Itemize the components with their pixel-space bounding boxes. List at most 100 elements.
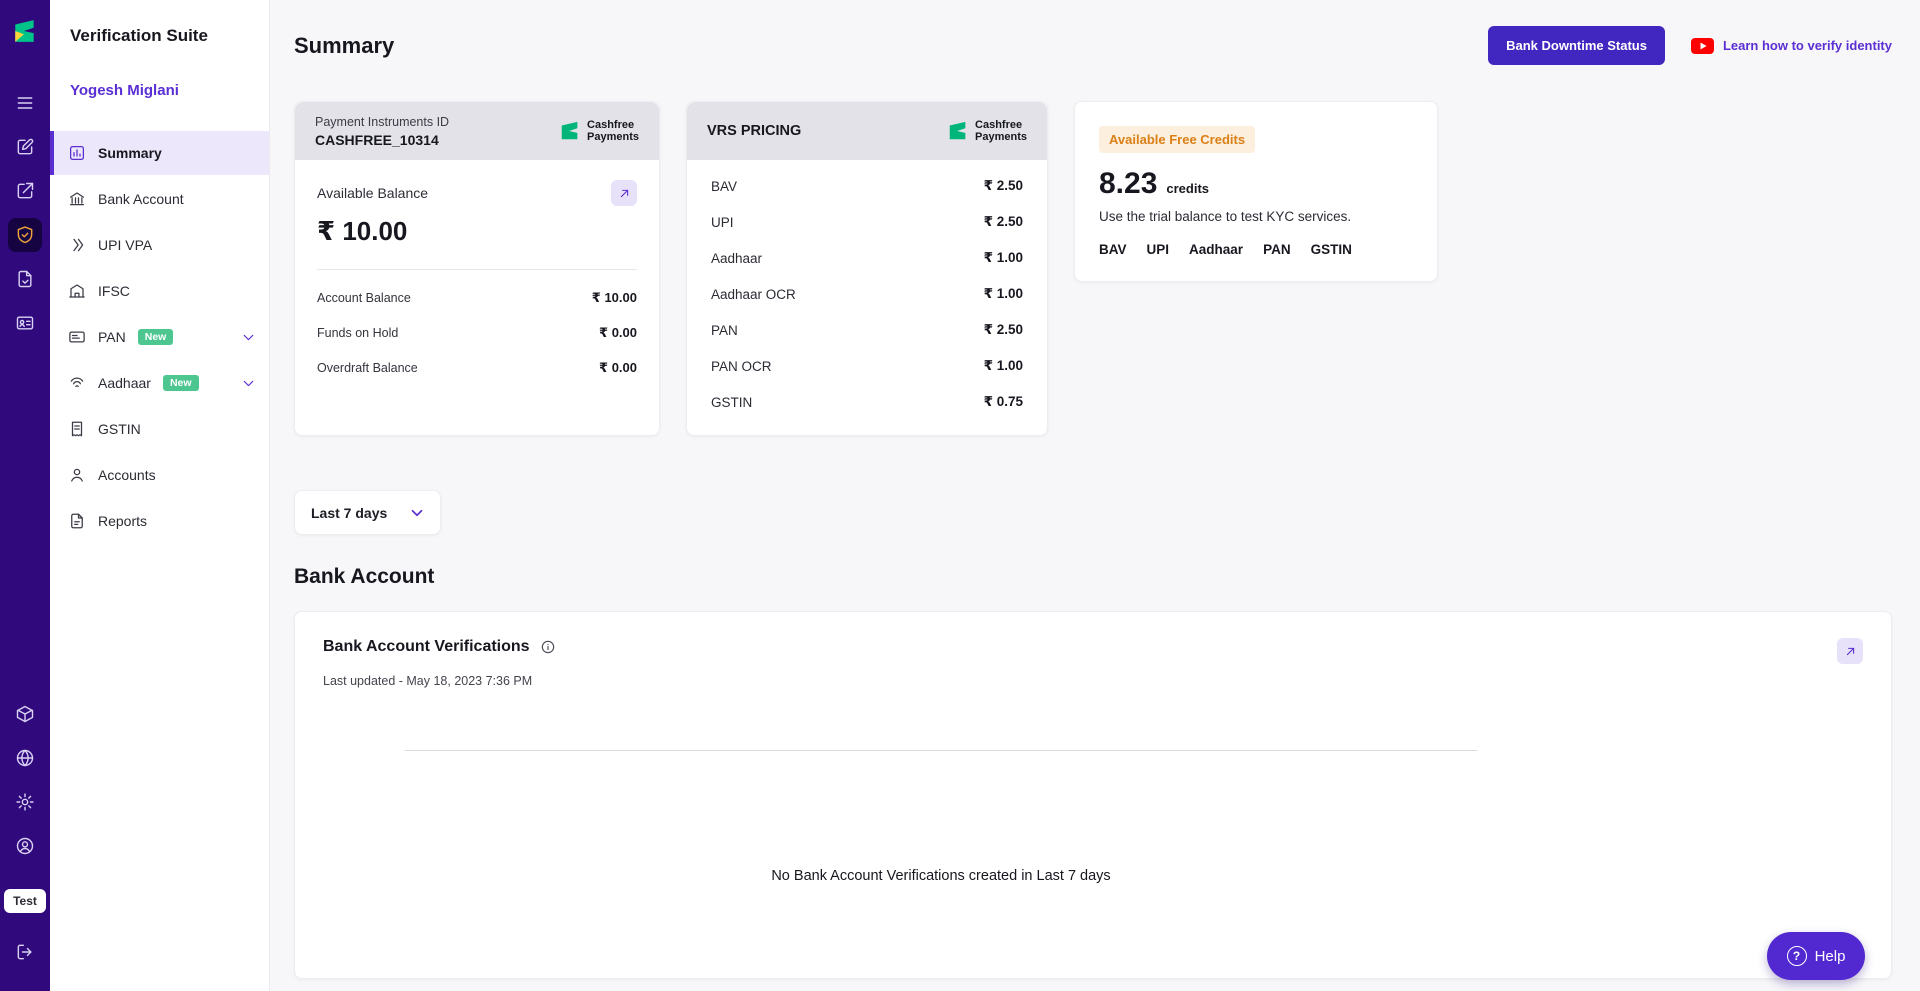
pricing-row-value: ₹ 2.50 [983, 322, 1023, 337]
sidebar-nav: Summary Bank Account UPI VPA IFSC PAN Ne… [50, 131, 269, 543]
cashfree-logo-icon[interactable] [12, 18, 38, 44]
account-profile-icon[interactable] [8, 829, 42, 863]
pricing-row-value: ₹ 2.50 [983, 214, 1023, 229]
payouts-icon[interactable] [8, 174, 42, 208]
menu-icon[interactable] [8, 86, 42, 120]
credit-service: PAN [1263, 242, 1291, 257]
pricing-row: BAV ₹ 2.50 [711, 178, 1023, 194]
date-range-value: Last 7 days [311, 504, 388, 521]
compose-icon[interactable] [8, 130, 42, 164]
summary-cards: Payment Instruments ID CASHFREE_10314 Ca… [294, 101, 1892, 436]
summary-chart-icon [69, 145, 85, 161]
empty-state-message: No Bank Account Verifications created in… [771, 868, 1111, 884]
sidebar-item-label: Summary [98, 145, 162, 161]
pricing-row-label: GSTIN [711, 394, 753, 410]
verification-suite-icon[interactable] [8, 218, 42, 252]
balance-row: Overdraft Balance ₹ 0.00 [317, 360, 637, 376]
test-mode-badge[interactable]: Test [4, 889, 46, 913]
icon-rail: Test [0, 0, 50, 991]
logout-icon[interactable] [8, 935, 42, 969]
payment-instruments-card-body: Available Balance ₹ 10.00 Account Balanc… [295, 160, 659, 415]
brand-name-line1: Cashfree [975, 118, 1023, 131]
payment-instruments-card: Payment Instruments ID CASHFREE_10314 Ca… [294, 101, 660, 436]
available-balance-value: ₹ 10.00 [317, 216, 408, 246]
topbar-actions: Bank Downtime Status Learn how to verify… [1488, 26, 1892, 65]
payment-instruments-id-value: CASHFREE_10314 [315, 131, 439, 148]
balance-row-label: Account Balance [317, 291, 411, 305]
pricing-row-value: ₹ 1.00 [983, 358, 1023, 373]
new-badge: New [137, 328, 174, 346]
pricing-row: Aadhaar OCR ₹ 1.00 [711, 286, 1023, 302]
sidebar-item-aadhaar[interactable]: Aadhaar New [50, 361, 269, 405]
page-title: Summary [294, 32, 395, 58]
sidebar-item-reports[interactable]: Reports [50, 499, 269, 543]
credits-services: BAV UPI Aadhaar PAN GSTIN [1099, 242, 1413, 257]
sidebar-item-upi-vpa[interactable]: UPI VPA [50, 223, 269, 267]
last-updated-text: Last updated - May 18, 2023 7:36 PM [323, 674, 533, 688]
date-range-select[interactable]: Last 7 days [294, 490, 441, 535]
sidebar-item-label: Bank Account [98, 191, 184, 207]
sidebar-item-bank-account[interactable]: Bank Account [50, 177, 269, 221]
document-verify-icon[interactable] [8, 262, 42, 296]
open-verifications-icon[interactable] [1837, 638, 1863, 664]
chevron-down-icon[interactable] [240, 375, 257, 392]
balance-row-value: ₹ 0.00 [599, 360, 637, 375]
sidebar-item-gstin[interactable]: GSTIN [50, 407, 269, 451]
payment-instruments-card-header: Payment Instruments ID CASHFREE_10314 Ca… [295, 102, 659, 160]
brand-name-line2: Payments [587, 131, 639, 143]
pricing-row-label: BAV [711, 178, 738, 194]
youtube-icon [1690, 37, 1714, 54]
balance-row-value: ₹ 0.00 [599, 325, 637, 340]
info-icon[interactable] [540, 639, 556, 655]
divider [317, 269, 637, 270]
credit-service: Aadhaar [1189, 242, 1244, 257]
vrs-pricing-title: VRS PRICING [707, 123, 802, 139]
globe-icon[interactable] [8, 741, 42, 775]
sidebar-item-label: UPI VPA [98, 237, 153, 253]
sidebar-item-pan[interactable]: PAN New [50, 315, 269, 359]
pan-card-icon [69, 331, 85, 343]
bank-downtime-status-button[interactable]: Bank Downtime Status [1488, 26, 1665, 65]
sidebar-item-accounts[interactable]: Accounts [50, 453, 269, 497]
chevron-down-icon[interactable] [240, 329, 257, 346]
pricing-row-label: PAN OCR [711, 358, 772, 374]
brand-name-line1: Cashfree [587, 118, 635, 131]
settings-gear-icon[interactable] [8, 785, 42, 819]
products-box-icon[interactable] [8, 697, 42, 731]
balance-row: Account Balance ₹ 10.00 [317, 290, 637, 306]
pricing-row: PAN ₹ 2.50 [711, 322, 1023, 338]
pricing-row: Aadhaar ₹ 1.00 [711, 250, 1023, 266]
pricing-row-value: ₹ 2.50 [983, 178, 1023, 193]
cashfree-logo-mark-icon [561, 121, 578, 140]
learn-verify-link[interactable]: Learn how to verify identity [1690, 37, 1892, 54]
sidebar-item-summary[interactable]: Summary [50, 131, 269, 175]
user-name-link[interactable]: Yogesh Miglani [70, 82, 179, 99]
pricing-row-value: ₹ 1.00 [983, 286, 1023, 301]
sidebar-item-label: PAN [98, 329, 126, 345]
bank-icon [69, 192, 85, 206]
new-badge: New [162, 374, 199, 392]
question-mark-icon: ? [1786, 946, 1807, 966]
bank-verifications-title: Bank Account Verifications [323, 638, 530, 655]
sidebar-item-ifsc[interactable]: IFSC [50, 269, 269, 313]
id-card-icon[interactable] [8, 306, 42, 340]
cashfree-payments-logo: Cashfree Payments [559, 119, 639, 143]
brand-name-line2: Payments [975, 131, 1027, 143]
sidebar-item-label: IFSC [98, 283, 130, 299]
fingerprint-icon [70, 377, 84, 388]
pricing-row-value: ₹ 1.00 [983, 250, 1023, 265]
topbar: Summary Bank Downtime Status Learn how t… [294, 26, 1892, 65]
sidebar-item-label: Aadhaar [98, 375, 151, 391]
credits-amount: 8.23 [1099, 167, 1158, 200]
open-balance-icon[interactable] [611, 180, 637, 206]
main-content: Summary Bank Downtime Status Learn how t… [270, 0, 1920, 991]
balance-row-label: Overdraft Balance [317, 361, 418, 375]
file-icon [71, 513, 83, 529]
payment-instruments-id-label: Payment Instruments ID [315, 114, 450, 129]
available-balance-label: Available Balance [317, 185, 429, 201]
help-button[interactable]: ? Help [1767, 932, 1865, 980]
pricing-row-label: Aadhaar OCR [711, 286, 796, 302]
sidebar-item-label: GSTIN [98, 421, 141, 437]
free-credits-card: Available Free Credits 8.23 credits Use … [1074, 101, 1438, 282]
credits-description: Use the trial balance to test KYC servic… [1099, 209, 1352, 224]
